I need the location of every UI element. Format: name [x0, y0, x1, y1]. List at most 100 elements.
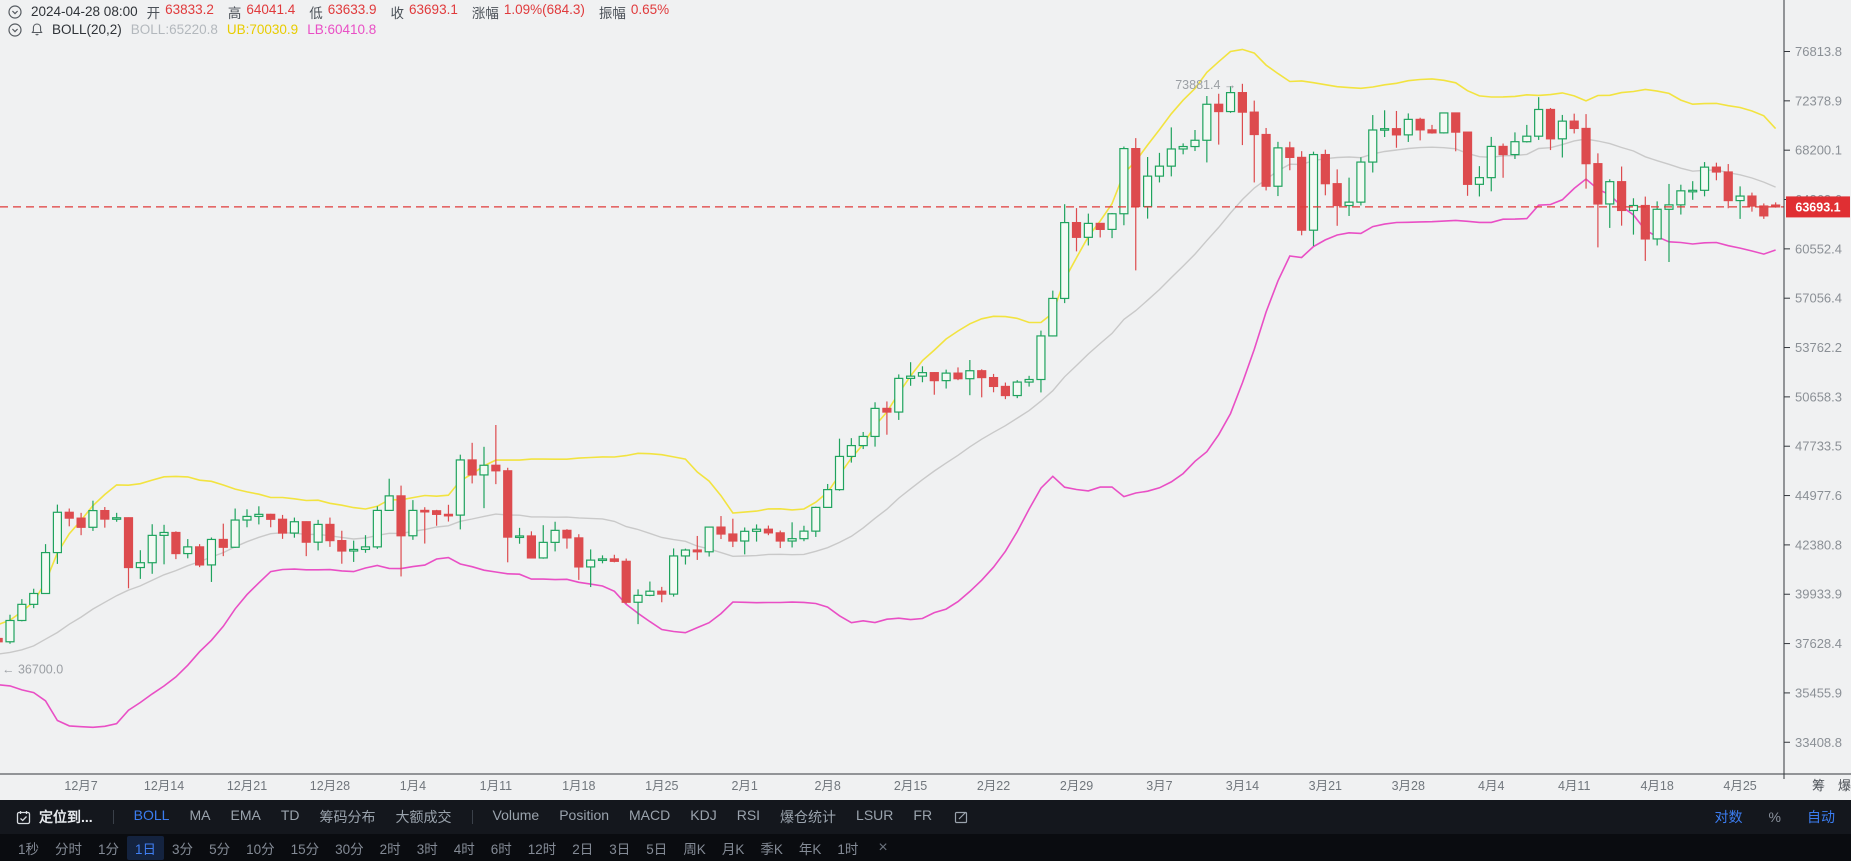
- timeframe-item[interactable]: 2时: [379, 841, 401, 857]
- x-axis-date-label: 3月14: [1226, 779, 1259, 793]
- y-axis-tick-label: 42380.8: [1795, 537, 1842, 552]
- edit-indicator-icon[interactable]: [954, 810, 968, 824]
- x-axis-date-label: 2月15: [894, 779, 927, 793]
- timeframe-item[interactable]: 周K: [683, 841, 706, 857]
- sub-indicator-tab[interactable]: FR: [913, 807, 933, 823]
- toolbar-divider: [112, 810, 114, 824]
- close-icon[interactable]: ×: [878, 838, 888, 856]
- sub-indicator-tab[interactable]: Position: [559, 807, 610, 823]
- y-axis-tick-label: 68200.1: [1795, 143, 1842, 158]
- indicator-tab[interactable]: 筹码分布: [319, 809, 376, 825]
- indicator-tab[interactable]: MA: [189, 807, 211, 823]
- sub-indicator-tab[interactable]: 爆仓统计: [780, 809, 837, 825]
- indicator-tabs: BOLL MA EMA TD 筹码分布 大额成交: [134, 807, 452, 827]
- corner-chip[interactable]: 爆: [1838, 778, 1851, 793]
- high-annotation: 73881.4 →: [1175, 78, 1236, 92]
- timeframe-item[interactable]: 3分: [172, 841, 194, 857]
- x-axis-date-label: 3月21: [1309, 779, 1342, 793]
- y-axis-tick-label: 72378.9: [1795, 93, 1842, 108]
- timeframe-items: 1秒 分时 1分 1日 3分 5分 10分 15分 30分 2时 3时 4时 6时 12时 2日 3日 5日 周K…: [10, 835, 866, 860]
- y-axis-tick-label: 60552.4: [1795, 241, 1842, 256]
- timeframe-item[interactable]: 4时: [453, 841, 475, 857]
- candlestick-chart[interactable]: 76813.872378.968200.164263.660552.457056…: [0, 0, 1851, 800]
- timeframe-item[interactable]: 1时: [837, 841, 859, 857]
- indicator-tab[interactable]: EMA: [230, 807, 261, 823]
- y-axis-tick-label: 33408.8: [1795, 735, 1842, 750]
- timeframe-item[interactable]: 6时: [490, 841, 512, 857]
- sub-indicator-tab[interactable]: Volume: [492, 807, 540, 823]
- timeframe-toolbar: 1秒 分时 1分 1日 3分 5分 10分 15分 30分 2时 3时 4时 6时 12时 2日 3日 5日 周K…: [0, 834, 1851, 861]
- indicator-tab[interactable]: TD: [280, 807, 300, 823]
- x-axis-date-label: 2月22: [977, 779, 1010, 793]
- sub-indicator-tab[interactable]: RSI: [736, 807, 761, 823]
- boll-lower-band: [0, 177, 1776, 729]
- y-axis-tick-label: 50658.3: [1795, 389, 1842, 404]
- timeframe-item[interactable]: 1日: [127, 835, 165, 860]
- corner-chip[interactable]: 筹: [1812, 778, 1825, 793]
- x-axis-date-label: 4月25: [1723, 779, 1756, 793]
- timeframe-item[interactable]: 12时: [527, 841, 557, 857]
- x-axis-date-label: 12月7: [64, 779, 97, 793]
- timeframe-item[interactable]: 10分: [246, 841, 275, 857]
- y-axis-tick-label: 37628.4: [1795, 636, 1842, 651]
- timeframe-item[interactable]: 月K: [721, 841, 745, 857]
- x-axis-date-label: 2月29: [1060, 779, 1093, 793]
- timeframe-item[interactable]: 3日: [609, 841, 631, 857]
- timeframe-item[interactable]: 1分: [98, 841, 120, 857]
- sub-indicator-tabs: Volume Position MACD KDJ RSI 爆仓统计 LSUR FR: [493, 807, 933, 827]
- x-axis-date-label: 1月18: [562, 779, 595, 793]
- calendar-check-icon: [16, 810, 31, 825]
- x-axis-date-label: 2月8: [814, 779, 840, 793]
- indicator-tab[interactable]: BOLL: [133, 807, 170, 823]
- scale-toggle[interactable]: %: [1768, 809, 1781, 825]
- x-axis-date-label: 12月14: [144, 779, 184, 793]
- timeframe-item[interactable]: 5分: [209, 841, 231, 857]
- low-annotation: ← 36700.0: [2, 662, 63, 676]
- current-price-badge: [1786, 196, 1850, 218]
- scale-controls: 对数% 自动: [1715, 807, 1835, 827]
- x-axis-date-label: 1月25: [645, 779, 678, 793]
- x-axis-date-label: 3月28: [1392, 779, 1425, 793]
- sub-indicator-tab[interactable]: MACD: [629, 807, 671, 823]
- y-axis-tick-label: 53762.2: [1795, 340, 1842, 355]
- scale-toggle[interactable]: 对数: [1714, 809, 1743, 825]
- y-axis-tick-label: 35455.9: [1795, 685, 1842, 700]
- x-axis-date-label: 1月4: [400, 779, 426, 793]
- x-axis-date-label: 12月28: [310, 779, 350, 793]
- x-axis-date-label: 12月21: [227, 779, 267, 793]
- timeframe-item[interactable]: 年K: [798, 841, 822, 857]
- x-axis-date-label: 4月18: [1640, 779, 1673, 793]
- timeframe-item[interactable]: 2日: [572, 841, 594, 857]
- y-axis-tick-label: 39933.9: [1795, 587, 1842, 602]
- timeframe-item[interactable]: 5日: [646, 841, 668, 857]
- current-price-badge-label: 63693.1: [1795, 200, 1840, 214]
- x-axis-date-label: 4月4: [1478, 779, 1504, 793]
- boll-upper-band: [0, 48, 1777, 625]
- boll-mid-band: [0, 138, 1776, 655]
- timeframe-item[interactable]: 30分: [335, 841, 364, 857]
- y-axis-tick-label: 44977.6: [1795, 488, 1842, 503]
- timeframe-item[interactable]: 1秒: [18, 841, 40, 857]
- timeframe-item[interactable]: 3时: [416, 841, 438, 857]
- y-axis-tick-label: 47733.5: [1795, 439, 1842, 454]
- x-axis-date-label: 4月11: [1558, 779, 1590, 793]
- locate-label: 定位到...: [39, 809, 93, 825]
- x-axis-date-label: 3月7: [1146, 779, 1172, 793]
- timeframe-item[interactable]: 季K: [760, 841, 783, 857]
- scale-toggle[interactable]: 自动: [1807, 809, 1835, 825]
- bollinger-bands: [0, 48, 1777, 729]
- candles: [0, 83, 1781, 644]
- sub-indicator-tab[interactable]: KDJ: [690, 807, 717, 823]
- indicator-tab[interactable]: 大额成交: [395, 809, 452, 825]
- indicator-toolbar: 定位到... BOLL MA EMA TD 筹码分布 大额成交 Volume Positio…: [0, 800, 1851, 834]
- timeframe-item[interactable]: 15分: [290, 841, 320, 857]
- locate-button[interactable]: 定位到...: [16, 807, 93, 827]
- x-axis-date-label: 1月11: [480, 779, 512, 793]
- y-axis-tick-label: 76813.8: [1795, 44, 1842, 59]
- timeframe-item[interactable]: 分时: [55, 841, 83, 857]
- sub-indicator-tab[interactable]: LSUR: [856, 807, 894, 823]
- x-axis-date-label: 2月1: [731, 779, 757, 793]
- y-axis-tick-label: 57056.4: [1795, 291, 1842, 306]
- toolbar-divider: [471, 810, 473, 824]
